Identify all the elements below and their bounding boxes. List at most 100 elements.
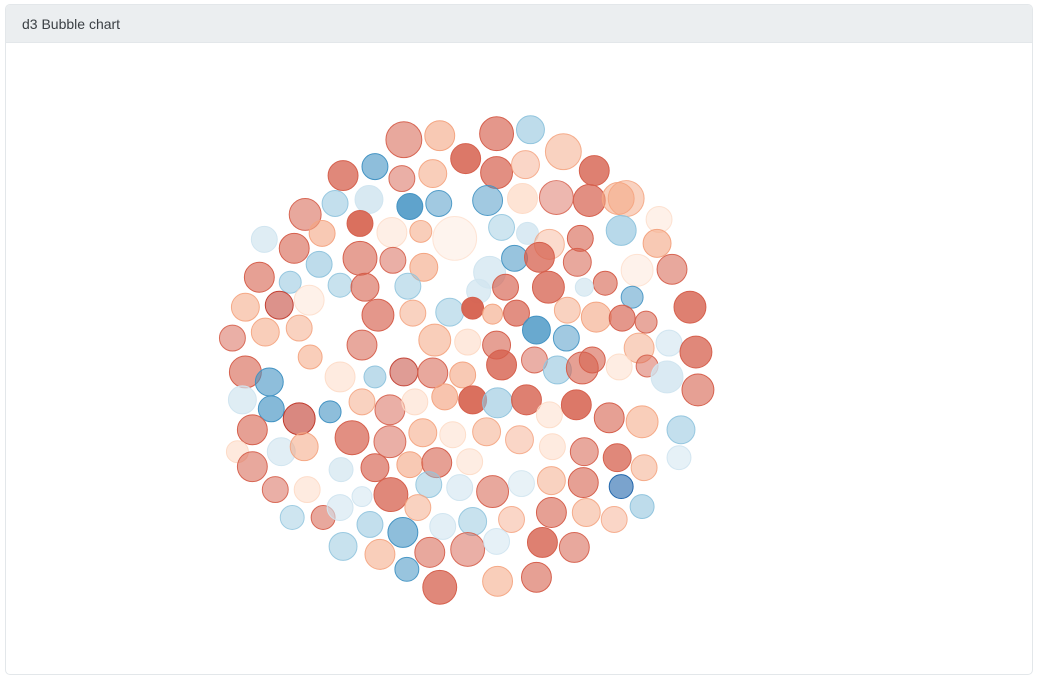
bubble[interactable] <box>236 414 268 446</box>
bubble[interactable] <box>565 351 599 385</box>
bubble[interactable] <box>279 505 305 530</box>
bubble[interactable] <box>373 477 409 513</box>
bubble[interactable] <box>486 349 518 381</box>
bubble[interactable] <box>429 513 457 540</box>
bubble[interactable] <box>399 299 427 327</box>
bubble[interactable] <box>449 361 477 389</box>
bubble[interactable] <box>387 516 419 548</box>
bubble[interactable] <box>456 448 484 476</box>
bubble[interactable] <box>620 253 654 287</box>
bubble[interactable] <box>350 272 380 302</box>
bubble[interactable] <box>650 360 684 394</box>
bubble[interactable] <box>666 415 696 445</box>
bubble[interactable] <box>461 296 485 320</box>
bubble[interactable] <box>681 373 715 407</box>
bubble[interactable] <box>424 120 456 152</box>
bubble[interactable] <box>361 298 395 332</box>
bubble[interactable] <box>629 494 655 519</box>
bubble[interactable] <box>250 225 278 253</box>
bubble[interactable] <box>679 335 713 369</box>
bubble[interactable] <box>608 304 636 332</box>
bubble[interactable] <box>566 224 594 252</box>
bubble[interactable] <box>308 219 336 247</box>
bubble[interactable] <box>418 159 448 189</box>
bubble[interactable] <box>536 466 566 496</box>
bubble[interactable] <box>479 116 515 152</box>
bubble[interactable] <box>288 198 322 231</box>
bubble[interactable] <box>414 536 446 568</box>
bubble[interactable] <box>569 437 599 467</box>
bubble[interactable] <box>364 538 396 570</box>
bubble[interactable] <box>425 190 453 217</box>
bubble[interactable] <box>354 185 384 214</box>
bubble[interactable] <box>511 150 540 180</box>
bubble[interactable] <box>346 209 374 237</box>
bubble[interactable] <box>553 296 581 324</box>
bubble[interactable] <box>634 310 658 334</box>
bubble[interactable] <box>620 285 644 309</box>
bubble[interactable] <box>243 261 275 293</box>
bubble[interactable] <box>601 182 635 215</box>
bubble[interactable] <box>516 221 539 245</box>
bubble[interactable] <box>630 454 658 482</box>
bubble[interactable] <box>482 303 504 325</box>
bubble[interactable] <box>373 425 407 459</box>
bubble[interactable] <box>655 329 683 357</box>
bubble[interactable] <box>422 569 458 605</box>
bubble[interactable] <box>285 314 313 342</box>
bubble[interactable] <box>476 475 510 509</box>
bubble-chart-svg[interactable] <box>6 43 1032 674</box>
bubble[interactable] <box>600 506 628 533</box>
bubble[interactable] <box>346 329 378 361</box>
bubble[interactable] <box>488 213 516 241</box>
bubble[interactable] <box>327 160 359 192</box>
bubble[interactable] <box>321 190 349 217</box>
bubble[interactable] <box>535 497 567 528</box>
bubble[interactable] <box>523 241 555 273</box>
bubble[interactable] <box>361 153 389 181</box>
bubble[interactable] <box>250 317 280 347</box>
bubble[interactable] <box>645 205 673 233</box>
bubble[interactable] <box>544 133 582 171</box>
bubble[interactable] <box>605 353 633 381</box>
bubble[interactable] <box>408 418 438 448</box>
bubble[interactable] <box>507 183 538 214</box>
bubble[interactable] <box>482 387 514 419</box>
bubble[interactable] <box>282 402 316 436</box>
bubble[interactable] <box>454 328 482 356</box>
bubble[interactable] <box>360 453 390 483</box>
bubble[interactable] <box>435 297 465 327</box>
bubble[interactable] <box>439 421 467 449</box>
bubble[interactable] <box>642 228 672 258</box>
bubble[interactable] <box>560 389 592 421</box>
bubble[interactable] <box>625 405 659 439</box>
bubble[interactable] <box>511 384 542 416</box>
bubble[interactable] <box>409 252 439 282</box>
bubble[interactable] <box>480 156 514 190</box>
bubble[interactable] <box>446 474 474 502</box>
bubble[interactable] <box>552 324 580 352</box>
bubble[interactable] <box>389 357 419 387</box>
bubble[interactable] <box>278 270 302 294</box>
bubble[interactable] <box>264 290 294 320</box>
bubble[interactable] <box>293 476 321 504</box>
bubble[interactable] <box>305 250 333 278</box>
bubble[interactable] <box>289 432 319 462</box>
bubble[interactable] <box>293 284 325 316</box>
bubble[interactable] <box>356 511 384 538</box>
bubble[interactable] <box>278 232 310 264</box>
bubble[interactable] <box>396 193 424 220</box>
bubble[interactable] <box>520 561 552 593</box>
bubble[interactable] <box>417 357 449 389</box>
bubble[interactable] <box>608 474 634 500</box>
bubble[interactable] <box>379 246 407 274</box>
bubble[interactable] <box>230 292 260 322</box>
bubble[interactable] <box>227 385 257 415</box>
bubble[interactable] <box>450 143 482 175</box>
bubble[interactable] <box>580 301 612 333</box>
bubble[interactable] <box>236 451 268 483</box>
bubble[interactable] <box>415 471 443 499</box>
bubble[interactable] <box>472 185 504 216</box>
bubble[interactable] <box>567 467 599 499</box>
bubble[interactable] <box>328 531 358 561</box>
